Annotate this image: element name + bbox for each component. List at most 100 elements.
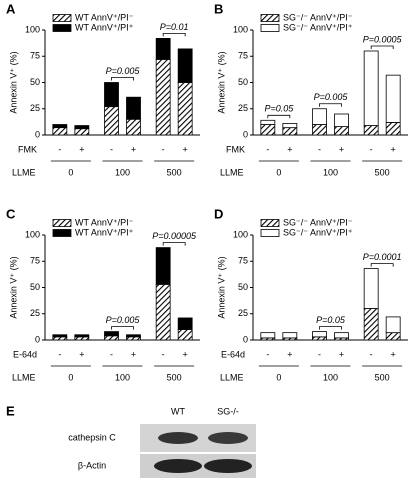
y-axis-label: Annexin V⁺ (%): [8, 51, 18, 113]
x-tick-label: -: [58, 349, 61, 359]
group-label: 500: [167, 167, 182, 177]
p-bracket: [370, 45, 394, 49]
x-tick-label: +: [183, 144, 188, 154]
group-label: 100: [323, 167, 338, 177]
legend-label: WT AnnV⁺/PI⁻: [75, 12, 134, 22]
bar-segment: [385, 316, 401, 334]
group-label: 0: [276, 372, 281, 382]
legend-swatch: [52, 229, 72, 237]
bar-segment: [74, 128, 90, 136]
y-tick-label: 25: [238, 308, 248, 318]
x-tick-label: +: [131, 144, 136, 154]
bar-segment: [155, 59, 171, 136]
bar-segment: [334, 332, 349, 339]
group-label: 100: [323, 372, 338, 382]
y-tick-label: 0: [243, 129, 248, 139]
y-tick-label: 75: [238, 51, 248, 61]
p-bracket: [370, 263, 394, 267]
y-tick-label: 0: [35, 334, 40, 344]
legend-swatch: [52, 219, 72, 227]
legend-swatch: [52, 14, 72, 22]
legend-label: WT AnnV⁺/PI⁺: [75, 22, 134, 32]
legend-swatch: [52, 24, 72, 32]
bar-segment: [74, 334, 90, 338]
bar-segment: [312, 331, 327, 338]
bar-segment: [334, 113, 349, 127]
group-axis-label: LLME: [12, 372, 36, 382]
p-value: P=0.005: [314, 92, 349, 102]
bar-segment: [260, 119, 276, 125]
bar-segment: [104, 82, 119, 108]
legend-label: SG⁻/⁻ AnnV⁺/PI⁺: [283, 227, 353, 237]
p-value: P=0.05: [264, 104, 294, 114]
p-bracket: [162, 242, 186, 246]
bar-segment: [74, 336, 90, 341]
treatment-label: E-64d: [13, 349, 37, 359]
y-tick-label: 50: [238, 77, 248, 87]
y-tick-label: 75: [238, 256, 248, 266]
bar-segment: [52, 127, 68, 136]
p-value: P=0.005: [106, 315, 141, 325]
legend-label: WT AnnV⁺/PI⁻: [75, 217, 134, 227]
x-tick-label: +: [287, 144, 292, 154]
panel-label: D: [214, 206, 223, 221]
x-tick-label: -: [318, 144, 321, 154]
panel-label: A: [6, 1, 16, 16]
x-tick-label: +: [339, 144, 344, 154]
bar-segment: [363, 50, 379, 126]
legend-label: WT AnnV⁺/PI⁺: [75, 227, 134, 237]
group-label: 0: [276, 167, 281, 177]
p-bracket: [319, 103, 342, 107]
p-value: P=0.005: [106, 66, 141, 76]
bar-segment: [312, 108, 327, 125]
x-tick-label: -: [266, 144, 269, 154]
legend-label: SG⁻/⁻ AnnV⁺/PI⁻: [283, 217, 353, 227]
y-tick-label: 50: [30, 77, 40, 87]
chart-panel: B Annexin V⁺ (%) 0 25 50 75 100 SG⁻/⁻ AnnV⁺/PI⁻…: [214, 1, 408, 177]
p-value: P=0.0001: [363, 252, 402, 262]
bar-segment: [52, 336, 68, 341]
bar-segment: [74, 125, 90, 130]
p-value: P=0.0005: [363, 34, 403, 44]
lane-label: SG-/-: [217, 406, 239, 416]
bar-segment: [312, 124, 327, 136]
bar-segment: [282, 332, 298, 339]
bar-segment: [260, 124, 276, 136]
bar-segment: [282, 127, 298, 136]
y-axis-label: Annexin V⁺ (%): [8, 256, 18, 318]
y-tick-label: 100: [25, 24, 40, 34]
y-tick-label: 50: [238, 282, 248, 292]
bar-segment: [385, 122, 401, 136]
bar-segment: [177, 82, 193, 136]
panel-label: C: [6, 206, 16, 221]
bar-segment: [126, 96, 141, 120]
p-value: P=0.01: [160, 22, 189, 32]
panel-label: E: [6, 403, 15, 418]
x-tick-label: -: [110, 144, 113, 154]
legend-swatch: [260, 229, 280, 237]
p-bracket: [267, 114, 291, 119]
bar-segment: [260, 332, 276, 339]
y-tick-label: 75: [30, 51, 40, 61]
y-tick-label: 0: [243, 334, 248, 344]
row-label: β-Actin: [78, 460, 106, 470]
bar-segment: [177, 48, 193, 83]
y-tick-label: 100: [233, 229, 248, 239]
bar-segment: [126, 118, 141, 136]
lane-label: WT: [171, 406, 185, 416]
group-label: 0: [68, 372, 73, 382]
y-tick-label: 100: [233, 24, 248, 34]
bar-segment: [155, 283, 171, 341]
y-tick-label: 75: [30, 256, 40, 266]
group-axis-label: LLME: [220, 372, 244, 382]
group-label: 500: [167, 372, 182, 382]
legend-swatch: [260, 14, 280, 22]
treatment-label: FMK: [226, 144, 245, 154]
x-tick-label: +: [339, 349, 344, 359]
bar-segment: [52, 334, 68, 338]
group-label: 500: [375, 167, 390, 177]
x-tick-label: +: [79, 349, 84, 359]
bar-segment: [385, 74, 401, 123]
x-tick-label: -: [370, 349, 373, 359]
